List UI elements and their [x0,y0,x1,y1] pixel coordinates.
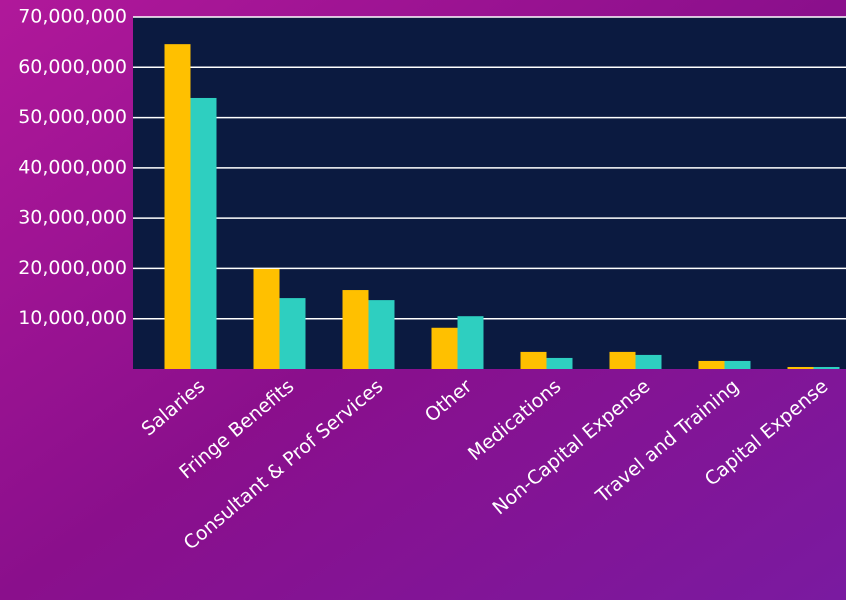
bar [190,97,217,370]
bar [787,366,814,369]
bar [813,366,840,369]
bar [724,360,751,369]
plot-area [133,17,846,369]
bar [431,327,458,369]
bar [279,298,306,369]
y-tick-label: 50,000,000 [18,106,127,128]
bar [368,300,395,369]
y-tick-label: 40,000,000 [18,156,127,178]
bar [520,351,547,369]
bar [457,316,484,369]
y-tick-label: 30,000,000 [18,207,127,229]
y-tick-label: 10,000,000 [18,307,127,329]
y-tick-label: 70,000,000 [18,6,127,28]
bar [342,290,369,369]
bar [635,354,662,369]
bar [546,357,573,369]
y-tick-label: 20,000,000 [18,257,127,279]
bar [164,44,191,369]
bar [253,268,280,369]
bar [698,360,725,369]
bar [609,351,636,369]
y-tick-label: 60,000,000 [18,56,127,78]
